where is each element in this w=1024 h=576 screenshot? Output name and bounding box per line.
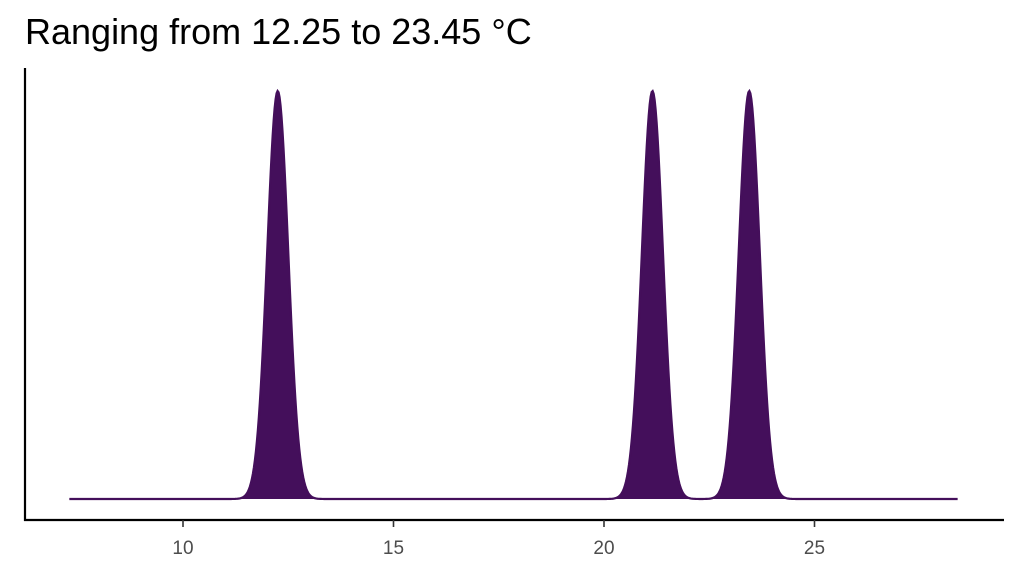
chart-title: Ranging from 12.25 to 23.45 °C [25,11,532,52]
x-axis-ticks: 10 15 20 25 [172,520,825,559]
density-layer [69,88,958,501]
density-area [69,91,958,499]
x-tick-label-25: 25 [804,538,825,559]
x-tick-label-10: 10 [172,538,193,559]
density-line [69,88,958,501]
x-tick-label-20: 20 [593,538,614,559]
x-tick-label-15: 15 [383,538,404,559]
